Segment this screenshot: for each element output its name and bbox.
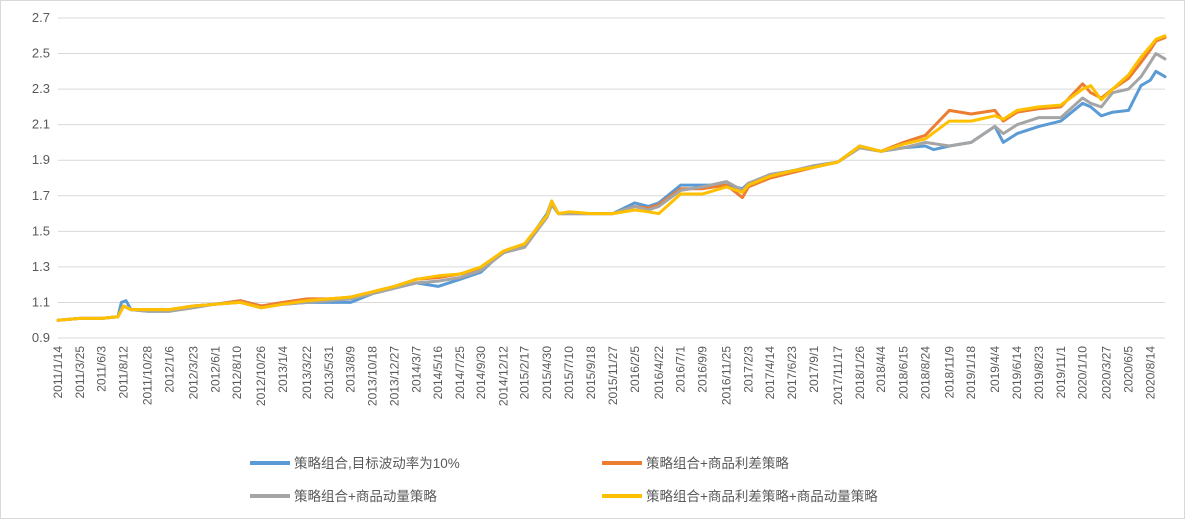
x-tick-label: 2019/11/1: [1054, 346, 1068, 399]
y-tick-label: 1.1: [32, 294, 50, 309]
x-tick-label: 2020/1/10: [1076, 346, 1090, 400]
plot-area: [56, 34, 1167, 322]
x-tick-label: 2011/3/25: [73, 346, 87, 399]
x-tick-label: 2018/6/15: [896, 346, 910, 400]
legend-label-3: 策略组合+商品动量策略: [294, 488, 437, 504]
x-tick-label: 2013/3/22: [300, 346, 314, 400]
x-tick-label: 2014/3/7: [409, 346, 423, 393]
x-tick-label: 2013/10/18: [366, 346, 380, 406]
x-tick-label: 2017/6/23: [785, 346, 799, 400]
x-tick-label: 2011/1/14: [51, 346, 65, 399]
x-tick-label: 2011/10/28: [141, 346, 155, 405]
x-tick-label: 2016/4/22: [652, 346, 666, 400]
x-tick-label: 2018/8/24: [918, 346, 932, 400]
y-tick-label: 2.5: [32, 46, 50, 61]
x-tick-label: 2013/8/9: [344, 346, 358, 393]
x-tick-label: 2019/8/23: [1032, 346, 1046, 400]
x-tick-label: 2012/1/6: [162, 346, 176, 393]
x-tick-label: 2012/10/26: [254, 346, 268, 406]
legend: 策略组合,目标波动率为10% 策略组合+商品利差策略 策略组合+商品动量策略 策…: [250, 455, 878, 504]
x-tick-label: 2020/3/27: [1100, 346, 1114, 400]
x-tick-label: 2011/6/3: [95, 346, 109, 392]
x-tick-label: 2012/8/10: [230, 346, 244, 400]
y-tick-label: 0.9: [32, 330, 50, 345]
legend-item-2: 策略组合+商品利差策略: [602, 455, 789, 471]
x-tick-label: 2018/4/4: [874, 346, 888, 393]
x-tick-label: 2013/12/27: [387, 346, 401, 406]
y-tick-label: 2.3: [32, 81, 50, 96]
x-tick-label: 2015/11/27: [606, 346, 620, 405]
x-tick-label: 2019/4/4: [988, 346, 1002, 393]
y-tick-label: 2.1: [32, 117, 50, 132]
x-tick-label: 2014/9/30: [474, 346, 488, 400]
x-tick-label: 2014/7/25: [453, 346, 467, 400]
y-tick-label: 1.3: [32, 259, 50, 274]
y-axis: 0.9 1.1 1.3 1.5 1.7 1.9 2.1 2.3 2.5 2.7: [32, 10, 50, 345]
x-tick-label: 2019/1/18: [964, 346, 978, 400]
x-tick-label: 2014/5/16: [431, 346, 445, 400]
x-tick-label: 2018/1/26: [853, 346, 867, 400]
x-tick-label: 2013/1/4: [276, 346, 290, 393]
legend-label-4: 策略组合+商品利差策略+商品动量策略: [646, 488, 878, 504]
y-tick-label: 1.7: [32, 188, 50, 203]
legend-item-3: 策略组合+商品动量策略: [250, 488, 437, 504]
x-tick-label: 2020/8/14: [1143, 346, 1157, 400]
y-tick-label: 2.7: [32, 10, 50, 25]
x-tick-label: 2016/2/5: [628, 346, 642, 393]
y-tick-label: 1.9: [32, 152, 50, 167]
x-tick-label: 2020/6/5: [1121, 346, 1135, 393]
x-tick-label: 2015/9/18: [584, 346, 598, 400]
y-tick-label: 1.5: [32, 223, 50, 238]
x-tick-label: 2012/3/23: [186, 346, 200, 400]
legend-item-4: 策略组合+商品利差策略+商品动量策略: [602, 488, 878, 504]
x-tick-label: 2016/11/25: [720, 346, 734, 405]
x-tick-label: 2013/5/31: [322, 346, 336, 400]
x-tick-label: 2016/9/9: [695, 346, 709, 393]
x-tick-label: 2012/6/1: [208, 346, 222, 393]
x-tick-label: 2015/7/10: [562, 346, 576, 400]
x-tick-label: 2018/11/9: [942, 346, 956, 399]
x-axis: 2011/1/14 2011/3/25 2011/6/3 2011/8/12 2011/…: [51, 346, 1157, 406]
x-tick-label: 2017/4/14: [763, 346, 777, 400]
legend-item-1: 策略组合,目标波动率为10%: [250, 455, 460, 471]
x-tick-label: 2015/4/30: [540, 346, 554, 400]
x-tick-label: 2017/9/1: [807, 346, 821, 393]
series-line-4: [56, 34, 1167, 322]
x-tick-label: 2017/11/17: [831, 346, 845, 405]
x-tick-label: 2019/6/14: [1010, 346, 1024, 400]
x-tick-label: 2014/12/12: [497, 346, 511, 406]
x-tick-label: 2016/7/1: [674, 346, 688, 393]
legend-label-1: 策略组合,目标波动率为10%: [294, 455, 460, 471]
x-tick-label: 2017/2/3: [741, 346, 755, 393]
legend-label-2: 策略组合+商品利差策略: [646, 455, 789, 471]
x-tick-label: 2015/2/17: [518, 346, 532, 400]
x-tick-label: 2011/8/12: [117, 346, 131, 399]
